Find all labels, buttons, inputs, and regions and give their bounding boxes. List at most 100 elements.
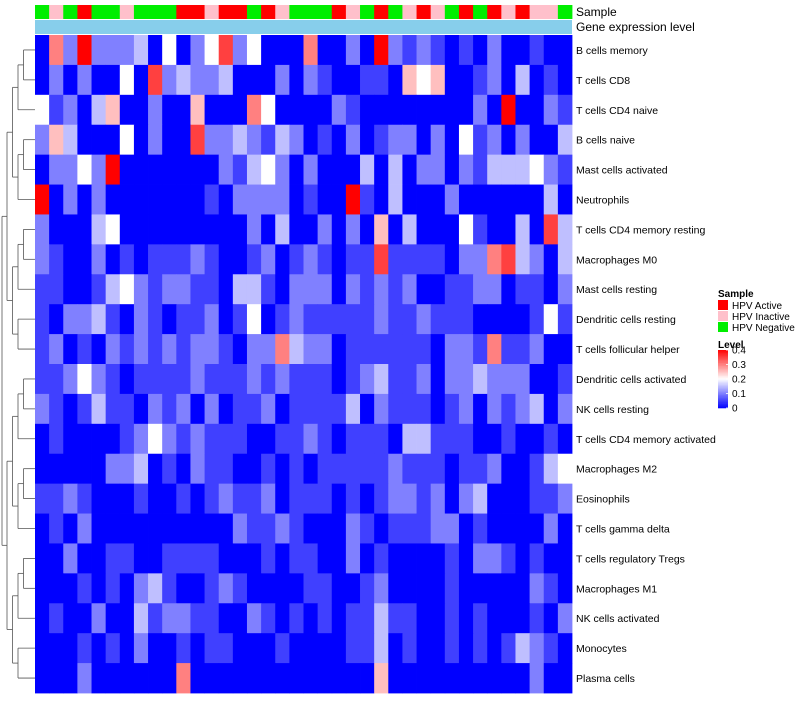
heatmap-cell	[374, 663, 389, 694]
heatmap-cell	[416, 513, 432, 544]
heatmap-cell	[63, 64, 78, 96]
heatmap-cell	[331, 64, 347, 96]
heatmap-cell	[458, 513, 474, 544]
heatmap-cell	[487, 124, 502, 156]
heatmap-cell	[232, 334, 248, 365]
heatmap-cell	[360, 35, 375, 66]
heatmap-cell	[204, 304, 220, 335]
heatmap-cell	[557, 35, 573, 66]
heatmap-cell	[529, 603, 545, 634]
heatmap-cell	[133, 124, 149, 156]
row-label: Eosinophils	[576, 494, 630, 506]
heatmap-cell	[275, 393, 290, 425]
heatmap-cell	[345, 304, 361, 335]
heatmap-cell	[317, 663, 333, 694]
sample-annotation-cell	[49, 5, 64, 19]
heatmap-cell	[289, 184, 304, 215]
heatmap-cell	[345, 274, 361, 305]
heatmap-cell	[162, 274, 177, 305]
heatmap-cell	[543, 184, 559, 215]
sample-annotation-cell	[176, 5, 191, 19]
level-colorbar-segment	[718, 383, 728, 386]
heatmap-cell	[388, 274, 403, 305]
heatmap-cell	[275, 214, 290, 245]
row-label: NK cells resting	[576, 404, 649, 416]
heatmap-cell	[515, 603, 530, 634]
heatmap-cell	[190, 573, 205, 604]
heatmap-cell	[261, 513, 276, 544]
heatmap-cell	[543, 94, 559, 126]
heatmap-cell	[49, 483, 64, 514]
row-label: Macrophages M2	[576, 464, 657, 476]
heatmap-cell	[529, 513, 545, 544]
heatmap-cell	[35, 64, 50, 96]
heatmap-cell	[91, 603, 107, 634]
heatmap-cell	[374, 423, 389, 455]
heatmap-cell	[148, 334, 163, 365]
sample-annotation-cell	[388, 5, 403, 19]
heatmap-cell	[91, 364, 107, 395]
heatmap-cell	[416, 334, 432, 365]
heatmap-cell	[190, 393, 205, 425]
heatmap-cell	[303, 244, 319, 275]
heatmap-cell	[557, 334, 573, 365]
heatmap-cell	[458, 573, 474, 604]
level-colorbar-segment	[718, 381, 728, 384]
heatmap-cell	[91, 334, 107, 365]
heatmap-cell	[246, 124, 262, 156]
heatmap-cell	[473, 513, 488, 544]
heatmap-cell	[529, 274, 545, 305]
heatmap-cell	[246, 214, 262, 245]
heatmap-cell	[317, 513, 333, 544]
sample-legend-swatch	[718, 322, 728, 332]
heatmap-cell	[148, 633, 163, 664]
heatmap-cell	[261, 304, 276, 335]
heatmap-cell	[345, 364, 361, 395]
heatmap-cell	[374, 543, 389, 574]
heatmap-cell	[162, 214, 177, 245]
heatmap-cell	[218, 423, 234, 455]
heatmap-cell	[317, 64, 333, 96]
heatmap-cell	[91, 453, 107, 485]
heatmap-cell	[190, 94, 205, 126]
heatmap-cell	[430, 274, 446, 305]
heatmap-cell	[133, 453, 149, 485]
heatmap-cell	[162, 154, 177, 185]
heatmap-cell	[402, 214, 417, 245]
heatmap-cell	[444, 124, 460, 156]
row-label: T cells CD4 memory resting	[576, 224, 705, 236]
heatmap-cell	[176, 214, 191, 245]
heatmap-cell	[345, 244, 361, 275]
heatmap-cell	[543, 543, 559, 574]
heatmap-cell	[416, 274, 432, 305]
heatmap-cell	[331, 483, 347, 514]
heatmap-cell	[402, 94, 417, 126]
heatmap-cell	[388, 214, 403, 245]
row-label: Dendritic cells resting	[576, 314, 676, 326]
heatmap-cell	[162, 573, 177, 604]
heatmap-cell	[133, 64, 149, 96]
heatmap-cell	[557, 184, 573, 215]
heatmap-cell	[557, 64, 573, 96]
heatmap-cell	[515, 64, 530, 96]
heatmap-cell	[275, 513, 290, 544]
heatmap-cell	[515, 393, 530, 425]
heatmap-cell	[218, 364, 234, 395]
heatmap-cell	[190, 603, 205, 634]
heatmap-cell	[331, 94, 347, 126]
heatmap-cell	[289, 573, 304, 604]
heatmap-cell	[557, 244, 573, 275]
heatmap-cell	[402, 184, 417, 215]
sample-annotation-cell	[77, 5, 92, 19]
heatmap-cell	[63, 35, 78, 66]
heatmap-cell	[218, 35, 234, 66]
heatmap-cell	[317, 603, 333, 634]
heatmap-cell	[162, 94, 177, 126]
heatmap-cell	[473, 304, 488, 335]
heatmap-cell	[49, 543, 64, 574]
heatmap-cell	[275, 304, 290, 335]
heatmap-cell	[487, 663, 502, 694]
heatmap-cell	[529, 573, 545, 604]
heatmap-cell	[557, 393, 573, 425]
